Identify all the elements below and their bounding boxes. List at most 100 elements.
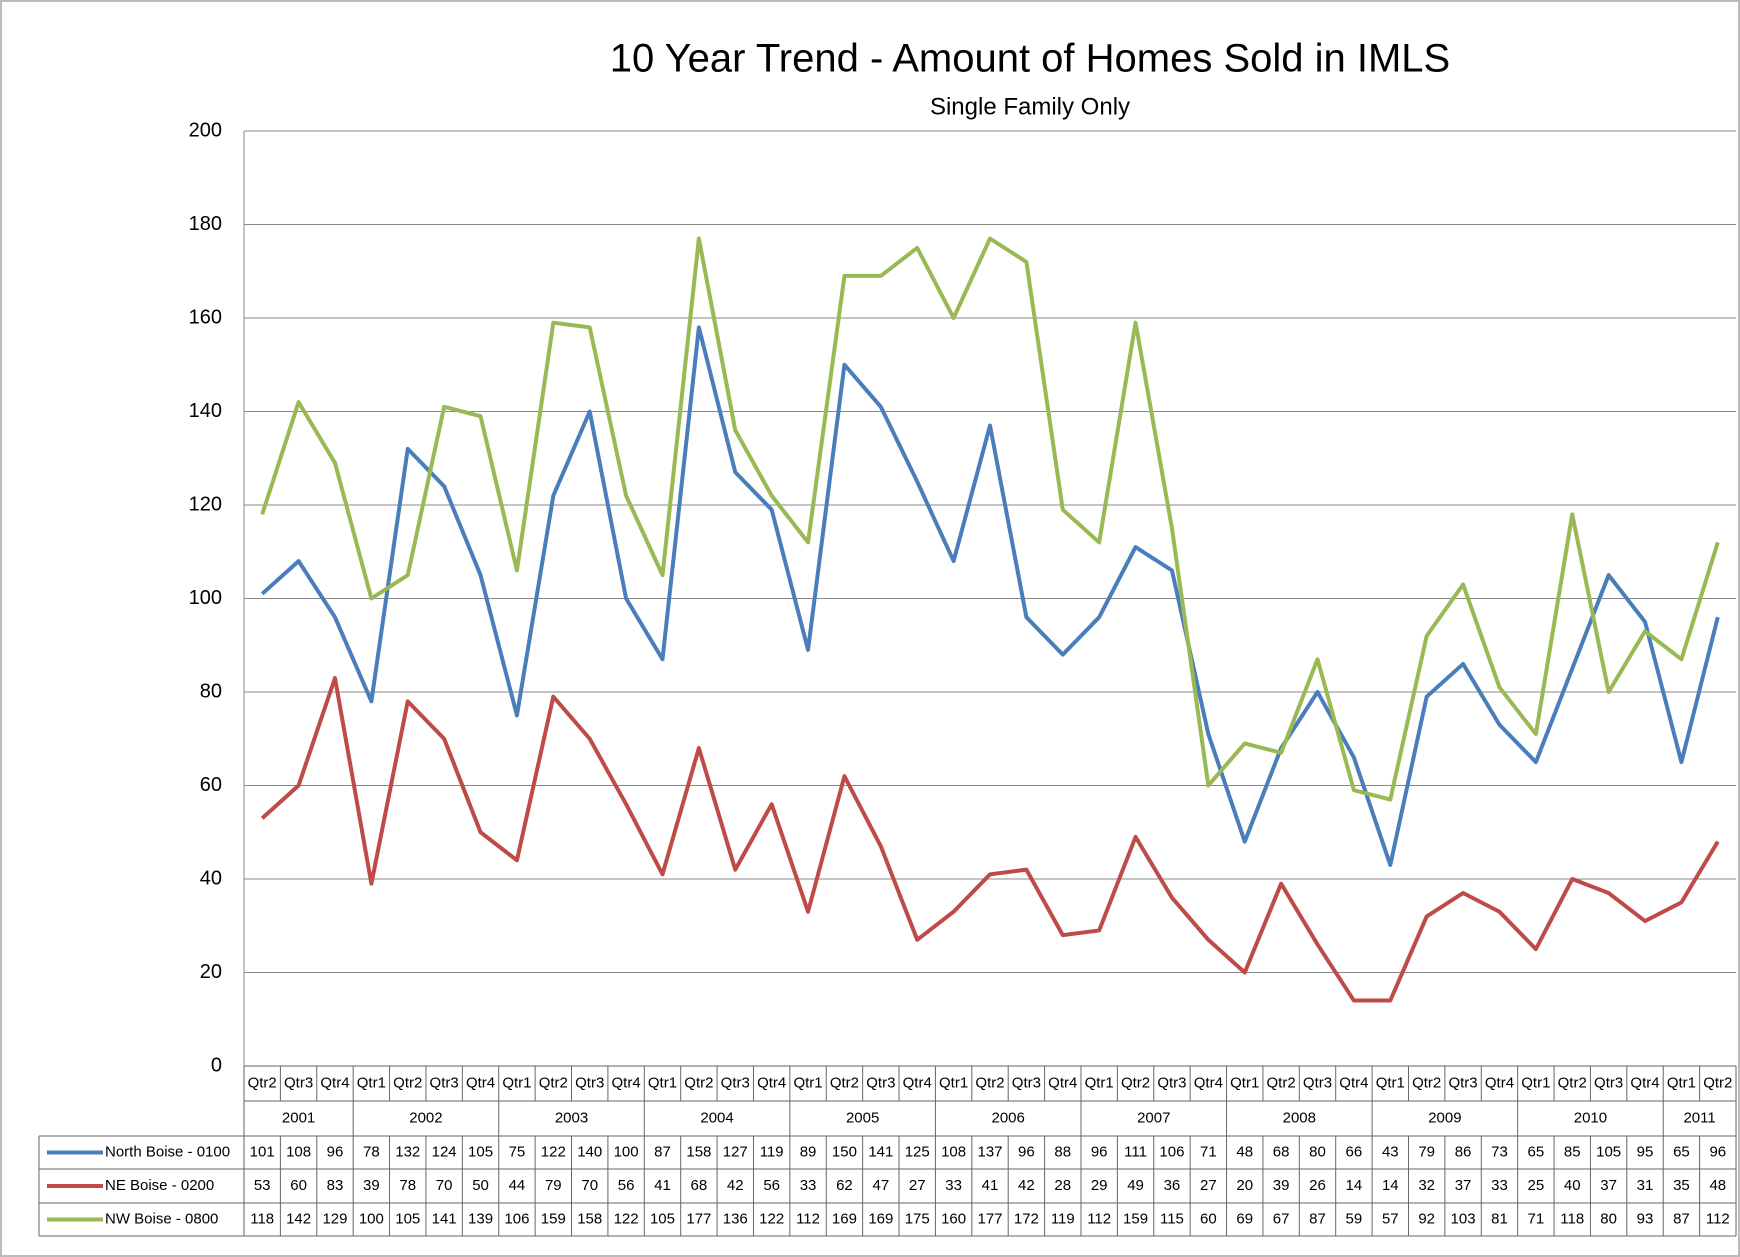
table-value: 80 xyxy=(1600,1210,1617,1227)
x-tick-label: Qtr2 xyxy=(539,1074,568,1091)
chart-title: 10 Year Trend - Amount of Homes Sold in … xyxy=(610,37,1450,81)
table-value: 35 xyxy=(1673,1177,1690,1194)
y-tick-label: 140 xyxy=(189,400,222,422)
table-value: 41 xyxy=(982,1177,999,1194)
table-value: 87 xyxy=(1673,1210,1690,1227)
x-tick-label: Qtr4 xyxy=(1630,1074,1659,1091)
table-value: 48 xyxy=(1236,1143,1253,1160)
table-value: 48 xyxy=(1709,1177,1726,1194)
year-label: 2007 xyxy=(1137,1109,1170,1126)
y-tick-label: 80 xyxy=(200,680,222,702)
x-tick-label: Qtr2 xyxy=(1267,1074,1296,1091)
table-value: 169 xyxy=(832,1210,857,1227)
table-value: 105 xyxy=(468,1143,493,1160)
x-tick-label: Qtr3 xyxy=(1303,1074,1332,1091)
table-value: 87 xyxy=(1309,1210,1326,1227)
table-value: 20 xyxy=(1236,1177,1253,1194)
table-value: 105 xyxy=(395,1210,420,1227)
x-tick-label: Qtr1 xyxy=(1376,1074,1405,1091)
table-value: 111 xyxy=(1124,1143,1147,1160)
table-value: 37 xyxy=(1600,1177,1617,1194)
x-tick-label: Qtr3 xyxy=(721,1074,750,1091)
table-value: 68 xyxy=(1273,1143,1290,1160)
x-tick-label: Qtr1 xyxy=(1667,1074,1696,1091)
table-value: 42 xyxy=(1018,1177,1035,1194)
table-value: 75 xyxy=(509,1143,526,1160)
table-value: 142 xyxy=(286,1210,311,1227)
table-value: 32 xyxy=(1418,1177,1435,1194)
x-tick-label: Qtr1 xyxy=(1521,1074,1550,1091)
legend-label: NW Boise - 0800 xyxy=(105,1210,218,1227)
table-value: 129 xyxy=(322,1210,347,1227)
x-tick-label: Qtr4 xyxy=(1339,1074,1368,1091)
table-value: 140 xyxy=(577,1143,602,1160)
year-label: 2011 xyxy=(1683,1109,1715,1126)
table-value: 37 xyxy=(1455,1177,1472,1194)
year-label: 2010 xyxy=(1574,1109,1607,1126)
table-value: 96 xyxy=(1018,1143,1035,1160)
table-value: 96 xyxy=(1091,1143,1108,1160)
x-tick-label: Qtr4 xyxy=(903,1074,932,1091)
x-tick-label: Qtr3 xyxy=(575,1074,604,1091)
table-value: 158 xyxy=(577,1210,602,1227)
table-value: 169 xyxy=(868,1210,893,1227)
table-value: 28 xyxy=(1054,1177,1071,1194)
table-value: 40 xyxy=(1564,1177,1581,1194)
table-value: 62 xyxy=(836,1177,853,1194)
table-value: 115 xyxy=(1160,1210,1184,1227)
table-value: 108 xyxy=(941,1143,966,1160)
table-value: 100 xyxy=(359,1210,384,1227)
x-tick-label: Qtr3 xyxy=(1012,1074,1041,1091)
table-value: 73 xyxy=(1491,1143,1508,1160)
y-tick-label: 20 xyxy=(200,961,222,983)
table-value: 100 xyxy=(614,1143,639,1160)
x-tick-label: Qtr3 xyxy=(284,1074,313,1091)
year-label: 2005 xyxy=(846,1109,879,1126)
x-tick-label: Qtr4 xyxy=(1048,1074,1077,1091)
table-value: 118 xyxy=(1560,1210,1584,1227)
table-value: 112 xyxy=(1706,1210,1730,1227)
y-tick-label: 120 xyxy=(189,493,222,515)
x-tick-label: Qtr2 xyxy=(1412,1074,1441,1091)
table-value: 68 xyxy=(691,1177,708,1194)
table-value: 39 xyxy=(363,1177,380,1194)
table-value: 124 xyxy=(432,1143,457,1160)
table-value: 79 xyxy=(545,1177,562,1194)
table-value: 175 xyxy=(905,1210,930,1227)
table-value: 26 xyxy=(1309,1177,1326,1194)
x-tick-label: Qtr1 xyxy=(939,1074,968,1091)
table-value: 65 xyxy=(1528,1143,1545,1160)
x-tick-label: Qtr3 xyxy=(866,1074,895,1091)
table-value: 56 xyxy=(618,1177,635,1194)
table-value: 53 xyxy=(254,1177,271,1194)
y-tick-label: 160 xyxy=(189,306,222,328)
table-value: 141 xyxy=(868,1143,893,1160)
chart-subtitle: Single Family Only xyxy=(930,93,1130,120)
x-tick-label: Qtr4 xyxy=(1194,1074,1223,1091)
x-tick-label: Qtr1 xyxy=(357,1074,386,1091)
table-value: 150 xyxy=(832,1143,857,1160)
x-tick-label: Qtr4 xyxy=(1485,1074,1514,1091)
table-value: 177 xyxy=(977,1210,1002,1227)
x-tick-label: Qtr1 xyxy=(502,1074,531,1091)
table-value: 139 xyxy=(468,1210,493,1227)
table-value: 36 xyxy=(1164,1177,1181,1194)
table-value: 65 xyxy=(1673,1143,1690,1160)
table-value: 25 xyxy=(1528,1177,1545,1194)
table-value: 103 xyxy=(1451,1210,1476,1227)
table-value: 119 xyxy=(760,1143,784,1160)
table-value: 122 xyxy=(759,1210,784,1227)
table-value: 27 xyxy=(1200,1177,1217,1194)
y-tick-label: 100 xyxy=(189,587,222,609)
year-label: 2004 xyxy=(700,1109,733,1126)
table-value: 14 xyxy=(1382,1177,1399,1194)
y-tick-label: 200 xyxy=(189,119,222,141)
table-value: 33 xyxy=(800,1177,817,1194)
table-value: 33 xyxy=(945,1177,962,1194)
x-tick-label: Qtr2 xyxy=(248,1074,277,1091)
y-tick-label: 0 xyxy=(211,1054,222,1076)
table-value: 127 xyxy=(723,1143,748,1160)
x-tick-label: Qtr2 xyxy=(393,1074,422,1091)
